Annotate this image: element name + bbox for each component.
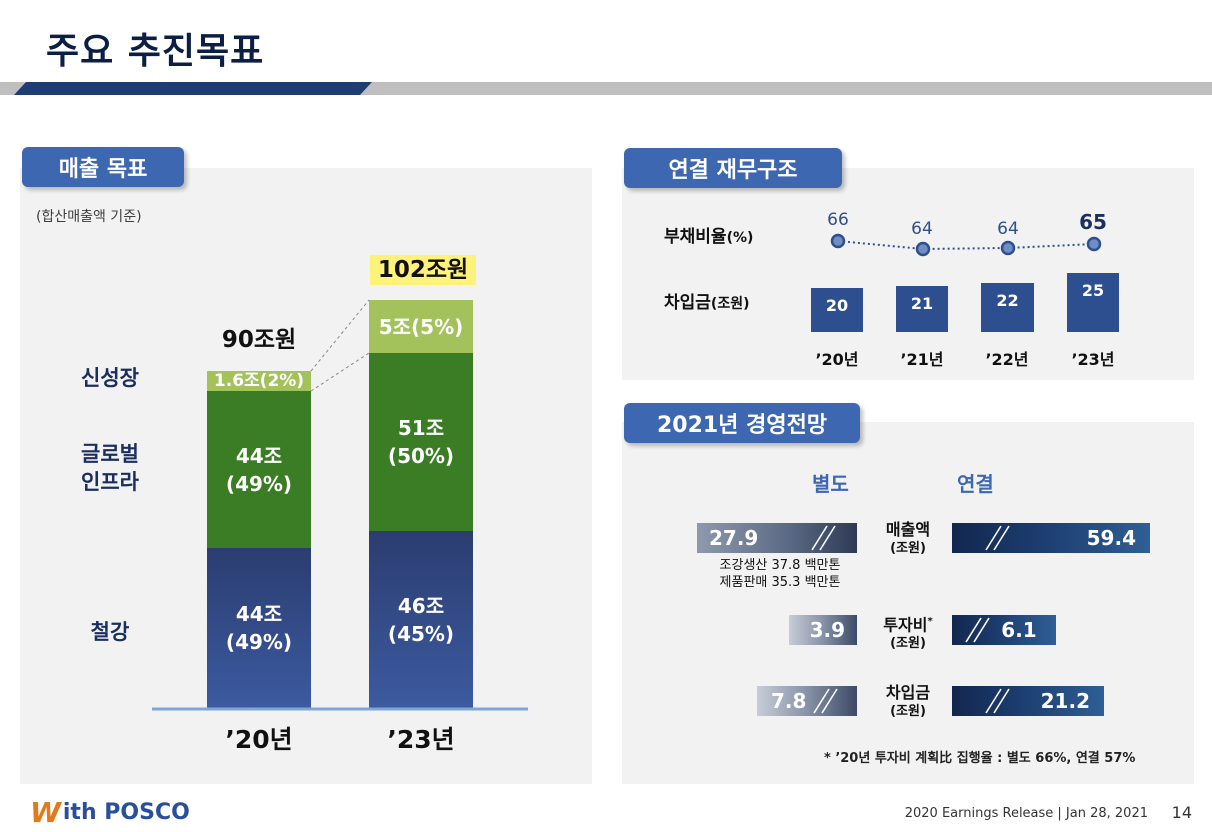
bar-2020-global: 44조 (49%) [207,391,311,548]
outlook-capex-mark: * [927,616,933,627]
debt-ratio-title: 부채비율 [664,227,727,247]
borrowing-title: 차입금 [664,293,711,313]
bar-2020-global-pct: (49%) [225,471,293,496]
debt-ratio-point-2021 [915,241,931,257]
borrowing-2023: 25 [1067,273,1119,332]
debt-ratio-line [830,233,1102,257]
borrowing-label: 차입금(조원) [664,288,749,313]
break-mark-icon [985,525,1002,551]
borrowing-2022: 22 [981,283,1034,332]
page-number: 14 [1171,803,1192,822]
outlook-sales-notes: 조강생산 37.8 백만톤 제품판매 35.3 백만톤 [700,557,860,591]
title-band-accent [14,82,372,95]
outlook-note-steel-production: 조강생산 37.8 백만톤 [719,558,841,573]
outlook-panel [622,422,1194,784]
debt-ratio-label: 부채비율(%) [664,222,753,247]
debt-ratio-unit: (%) [726,230,754,246]
sales-basis: (합산매출액 기준) [36,209,142,225]
outlook-borrowing-label-text: 차입금 [885,683,931,702]
bar-2020-steel-value: 44조 [235,602,283,626]
label-new-growth: 신성장 [81,366,139,390]
outlook-capex-label: 투자비* (조원) [868,612,948,653]
borrowing-2020: 20 [811,288,863,332]
posco-logo-mark: W [30,796,61,829]
bar-2020-new-growth: 1.6조(2%) [207,371,311,391]
borrowing-2021: 21 [896,286,948,332]
sales-header: 매출 목표 [22,147,184,187]
outlook-borrowing-consolidated: 21.2 [952,686,1104,716]
outlook-borrowing-unit: (조원) [890,704,926,719]
outlook-capex-unit: (조원) [890,636,926,652]
outlook-borrowing-consolidated-value: 21.2 [1040,689,1090,713]
total-2023: 102조원 [370,255,476,285]
outlook-capex-separate-value: 3.9 [809,618,845,642]
label-global: 글로벌 인프라 [60,440,160,496]
break-mark-icon [811,525,828,551]
break-mark-icon [965,617,982,643]
outlook-borrowing-separate-value: 7.8 [771,689,807,713]
debt-ratio-point-2020 [830,233,846,249]
outlook-sales-separate-value: 27.9 [709,526,759,550]
bar-2023-steel: 46조 (45%) [369,531,473,708]
bar-2023-new-growth: 5조(5%) [369,300,473,353]
outlook-note-product-sales: 제품판매 35.3 백만톤 [719,575,841,590]
debt-ratio-2022: 64 [997,219,1019,239]
outlook-sales-consolidated: 59.4 [952,523,1150,553]
outlook-borrowing-separate: 7.8 [757,686,857,716]
outlook-capex-separate: 3.9 [789,615,857,645]
label-global-line2: 인프라 [81,470,139,494]
outlook-footnote: * ’20년 투자비 계획比 집행율 : 별도 66%, 연결 57% [824,751,1136,766]
fin-year-2021: ’21년 [900,350,944,369]
outlook-sales-label: 매출액 (조원) [868,520,948,558]
label-steel: 철강 [90,620,130,644]
debt-ratio-point-2023 [1086,236,1102,252]
outlook-capex-consolidated-value: 6.1 [1001,618,1037,642]
bar-2023-steel-pct: (45%) [387,621,455,646]
financial-header: 연결 재무구조 [624,148,842,188]
outlook-sales-separate: 27.9 [697,523,857,553]
fin-year-2020: ’20년 [815,350,859,369]
fin-year-2022: ’22년 [985,350,1029,369]
posco-logo-text: ith POSCO [62,800,190,825]
bar-2023-global: 51조 (50%) [369,353,473,531]
outlook-capex-label-text: 투자비 [883,615,928,635]
outlook-capex-consolidated: 6.1 [952,615,1056,645]
outlook-sales-label-text: 매출액 [885,520,931,539]
col-consolidated: 연결 [957,472,994,496]
page-title: 주요 추진목표 [46,31,265,72]
break-mark-icon [813,688,830,714]
bar-2020-global-value: 44조 [235,443,283,468]
bar-2023-global-value: 51조 [397,416,445,440]
fin-year-2023: ’23년 [1071,350,1115,369]
label-global-line1: 글로벌 [81,442,139,466]
bar-2023-global-pct: (50%) [387,444,455,468]
outlook-sales-consolidated-value: 59.4 [1086,526,1136,550]
bar-2020-steel: 44조 (49%) [207,548,311,708]
year-2023: ’23년 [387,725,455,754]
footer-release: 2020 Earnings Release | Jan 28, 2021 [904,806,1148,821]
col-separate: 별도 [812,472,849,496]
year-2020: ’20년 [225,725,293,754]
debt-ratio-2021: 64 [911,219,933,239]
outlook-sales-unit: (조원) [890,541,926,556]
bar-connectors [152,299,528,711]
break-mark-icon [985,688,1002,714]
debt-ratio-2020: 66 [827,210,849,230]
borrowing-unit: (조원) [710,296,750,312]
outlook-header: 2021년 경영전망 [624,403,860,443]
bar-2020-steel-pct: (49%) [225,630,293,654]
bar-2023-steel-value: 46조 [397,593,445,618]
outlook-borrowing-label: 차입금 (조원) [868,683,948,721]
debt-ratio-2023: 65 [1079,210,1107,234]
debt-ratio-point-2022 [1000,240,1016,256]
total-2020: 90조원 [221,327,297,353]
